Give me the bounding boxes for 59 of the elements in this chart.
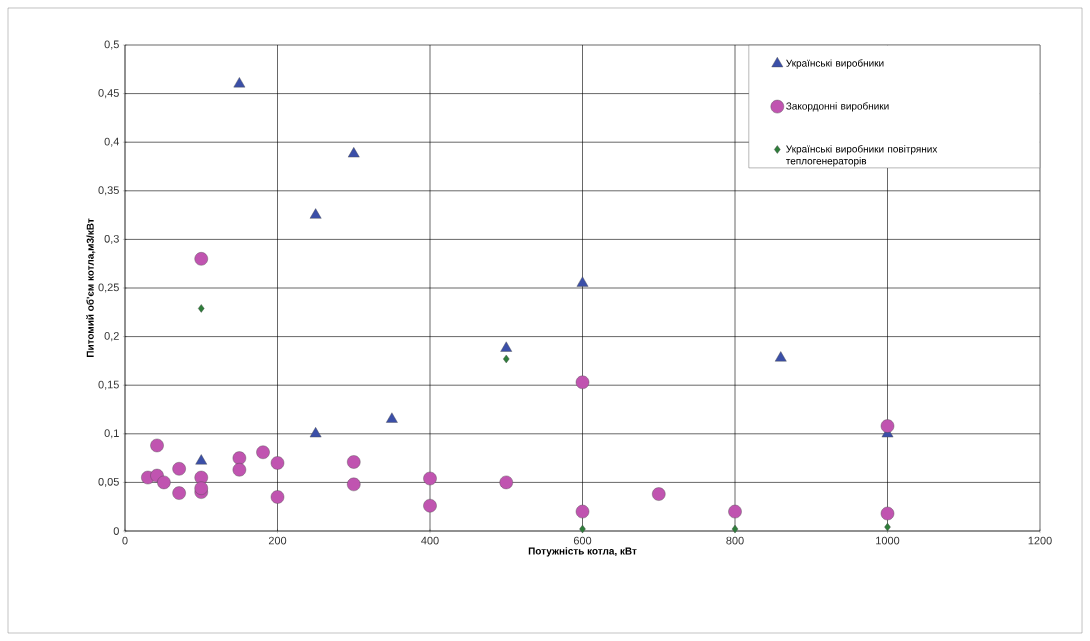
point <box>347 147 360 158</box>
y-tick-label: 0 <box>113 527 119 535</box>
legend-label: Українські виробники повітряних теплогенераторів <box>785 145 938 167</box>
point <box>576 276 589 287</box>
point <box>386 412 398 423</box>
point <box>172 486 186 500</box>
point <box>880 506 895 521</box>
point <box>347 477 361 492</box>
y-tick-label: 0,35 <box>98 186 119 196</box>
point <box>423 499 437 513</box>
point <box>731 524 739 534</box>
point <box>270 490 285 504</box>
point <box>503 354 510 364</box>
x-tick-label: 600 <box>573 536 592 545</box>
y-axis-title: Питомий об'єм котла,м3/кВт <box>86 218 96 357</box>
point <box>880 419 895 433</box>
point <box>347 455 361 469</box>
point <box>500 341 513 352</box>
point <box>198 304 205 313</box>
point <box>575 375 590 389</box>
x-tick-label: 0 <box>122 536 128 545</box>
point <box>194 481 208 495</box>
point <box>309 208 322 219</box>
x-tick-label: 200 <box>268 536 287 545</box>
y-tick-label: 0,15 <box>98 380 119 390</box>
y-tick-label: 0,1 <box>104 429 119 439</box>
y-tick-label: 0,45 <box>98 89 119 99</box>
point <box>195 454 208 465</box>
x-tick-label: 400 <box>421 536 439 545</box>
point <box>423 471 437 486</box>
point <box>233 77 246 88</box>
y-tick-label: 0,5 <box>104 40 119 50</box>
y-tick-label: 0,3 <box>104 234 119 244</box>
point <box>309 427 322 438</box>
y-tick-label: 0,05 <box>98 477 119 487</box>
y-tick-label: 0,2 <box>104 332 119 342</box>
x-tick-label: 1000 <box>876 536 900 545</box>
point <box>270 456 285 470</box>
x-axis-title: Потужність котла, кВт <box>528 547 637 557</box>
y-tick-label: 0,4 <box>104 137 120 147</box>
point <box>728 504 742 519</box>
legend-label: Українські виробники <box>786 59 884 69</box>
point <box>172 462 186 476</box>
y-tick-label: 0,25 <box>98 283 119 293</box>
legend-label: Закордонні виробники <box>786 102 889 112</box>
point <box>157 475 171 490</box>
point <box>232 451 247 465</box>
point <box>194 252 208 266</box>
point <box>150 438 164 453</box>
x-tick-label: 1200 <box>1028 536 1052 545</box>
x-tick-label: 800 <box>726 536 744 545</box>
point <box>575 504 590 519</box>
point <box>774 351 787 362</box>
point <box>256 445 270 459</box>
point <box>232 463 247 477</box>
point <box>579 524 586 534</box>
point <box>884 522 891 532</box>
point <box>499 475 513 490</box>
point <box>652 487 666 501</box>
